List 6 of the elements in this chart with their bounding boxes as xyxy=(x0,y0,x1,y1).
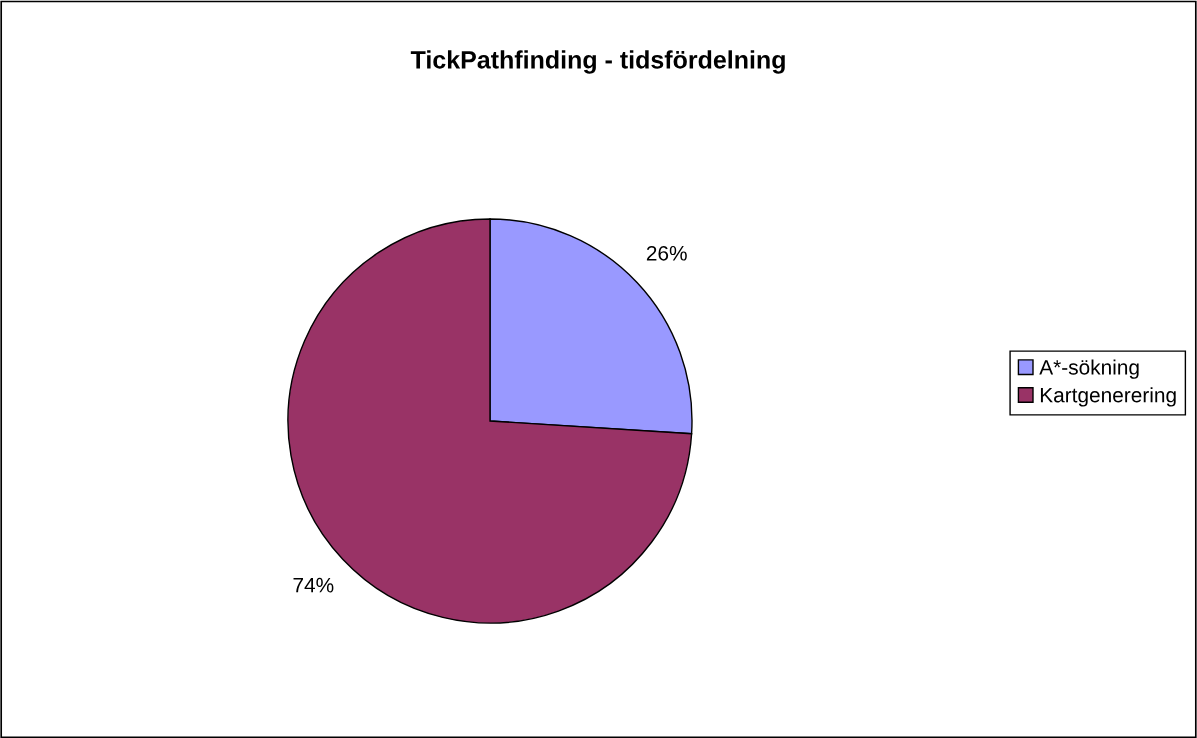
legend-label: A*-sökning xyxy=(1039,359,1139,379)
data-label: 74% xyxy=(293,577,334,593)
chart-title: TickPathfinding - tidsfördelning xyxy=(410,50,785,74)
legend-label: Kartgenerering xyxy=(1040,387,1176,407)
data-label: 26% xyxy=(646,245,687,261)
pie-slice xyxy=(287,218,693,624)
